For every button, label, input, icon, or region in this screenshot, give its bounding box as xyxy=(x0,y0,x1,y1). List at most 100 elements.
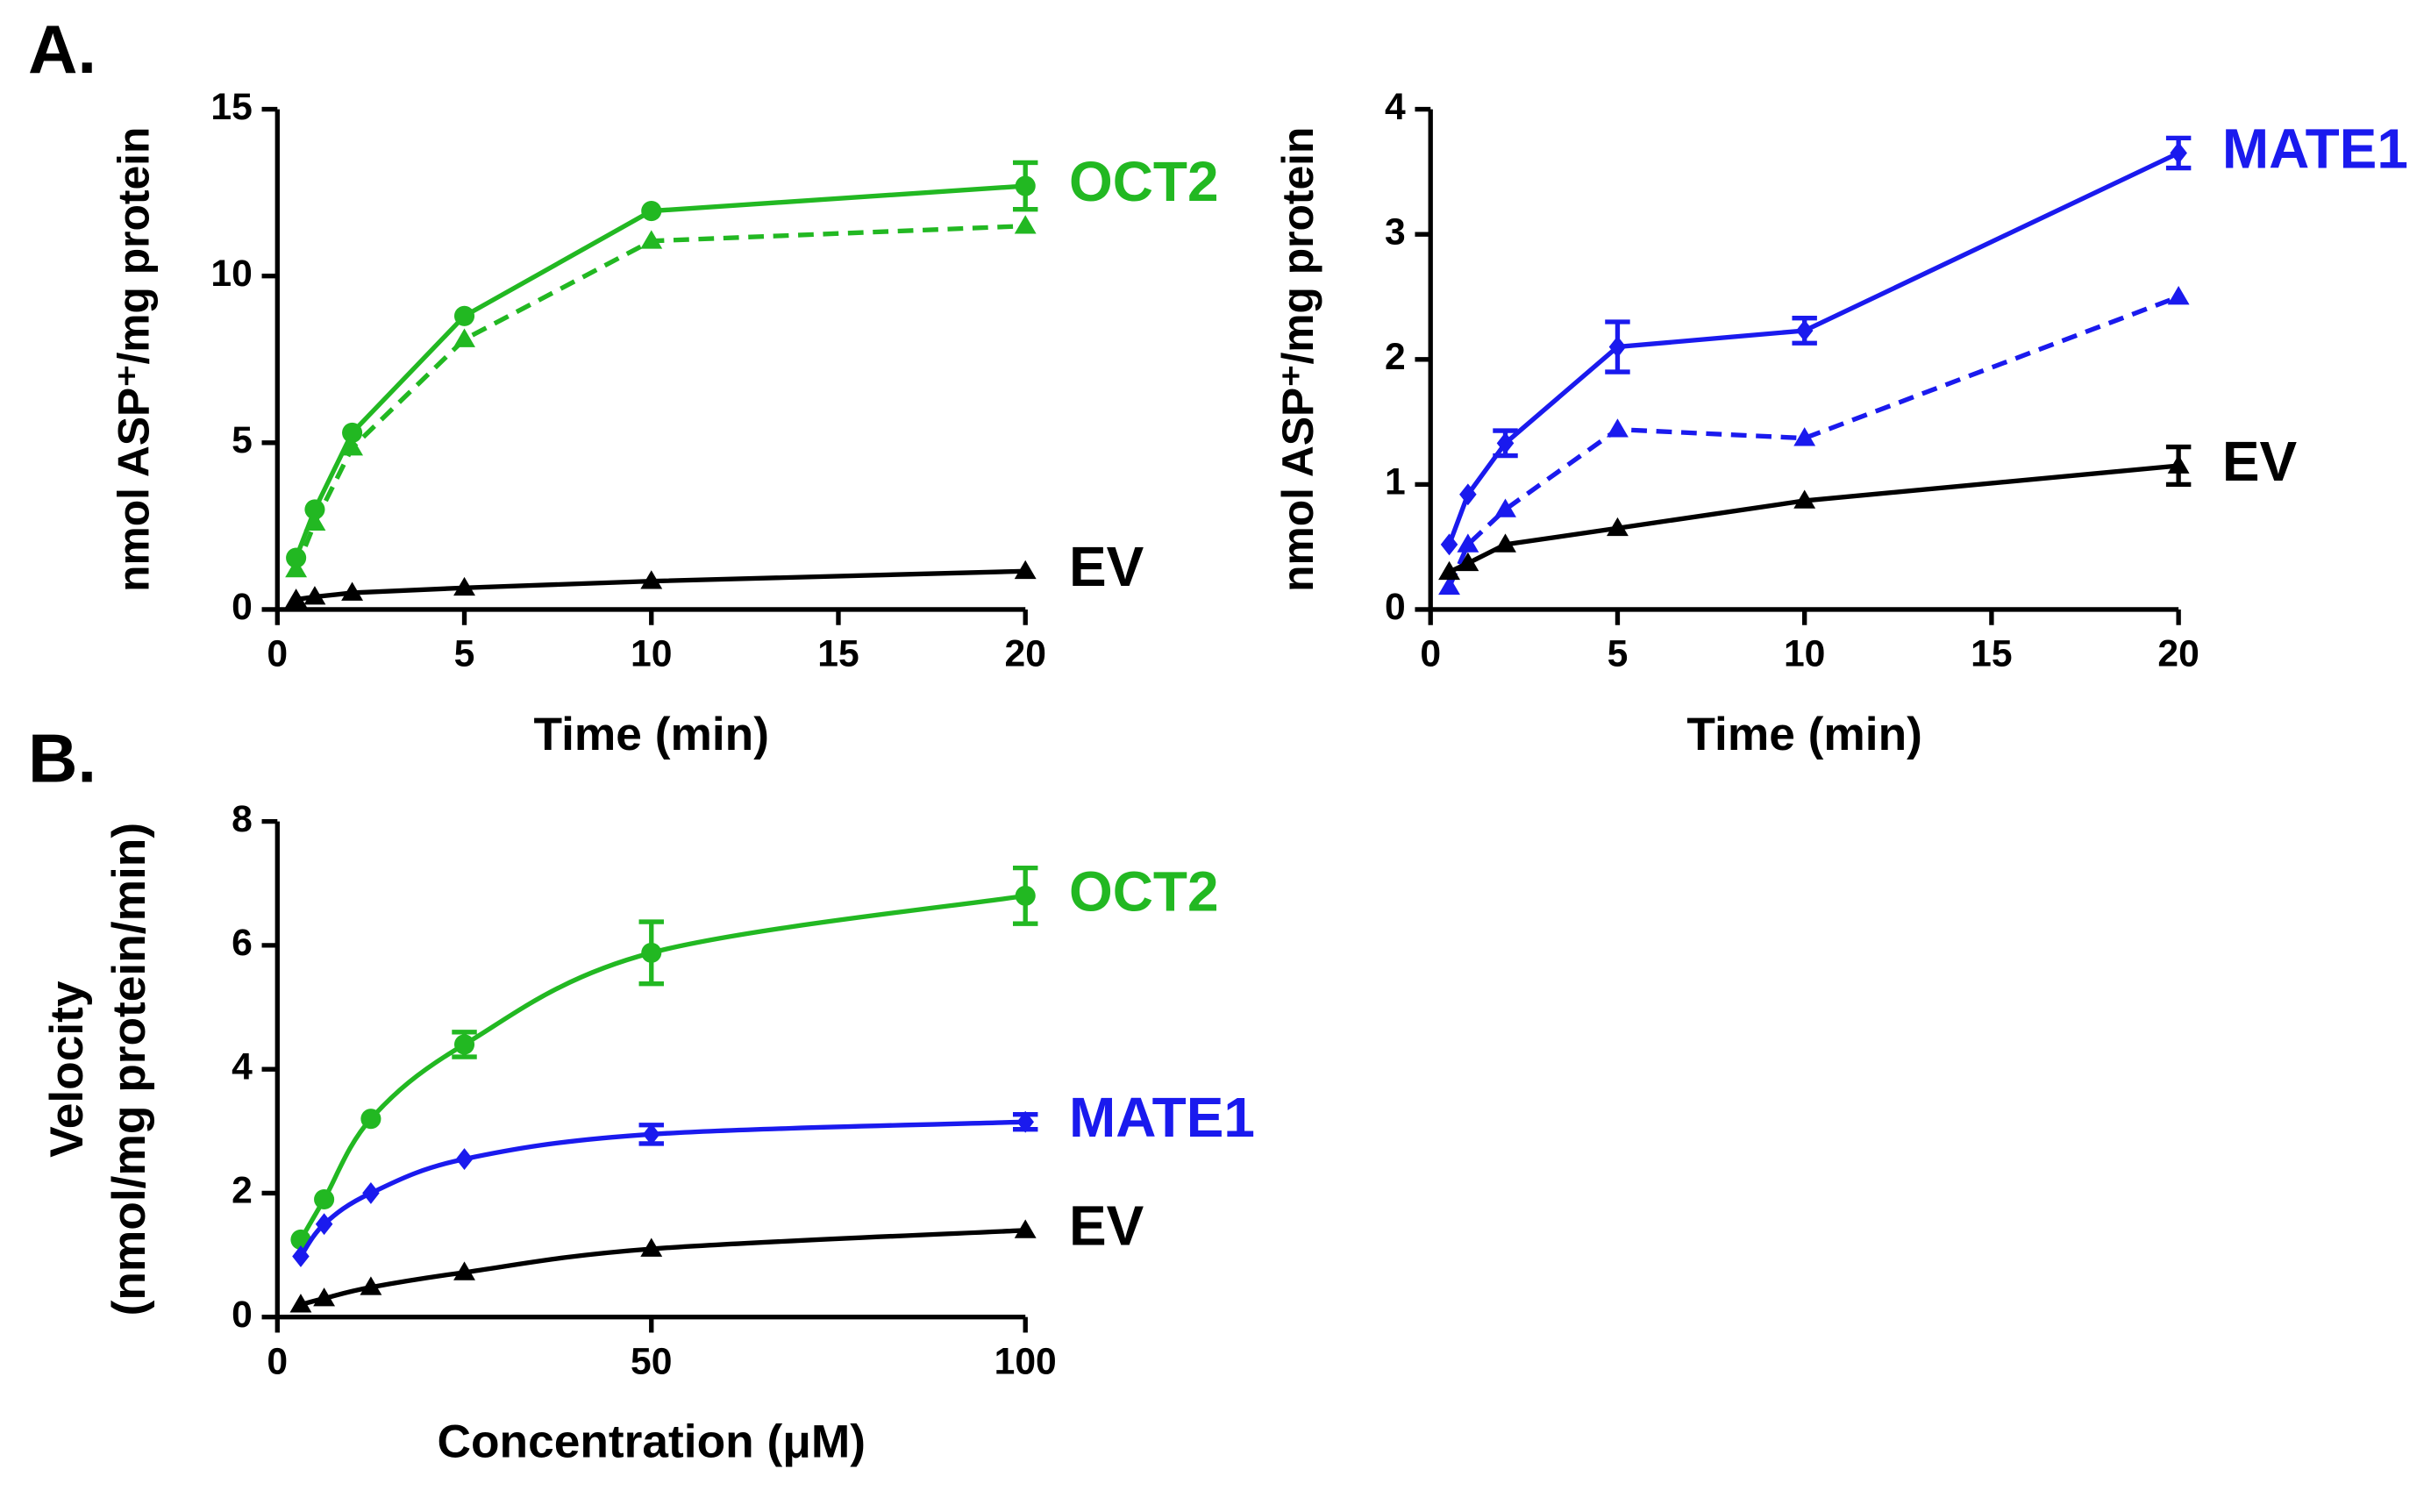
marker xyxy=(1795,319,1814,342)
x-tick-label: 20 xyxy=(2157,633,2199,675)
marker xyxy=(1440,533,1458,556)
marker xyxy=(285,558,308,578)
series-label: OCT2 xyxy=(1069,859,1219,923)
marker xyxy=(1015,175,1036,196)
marker xyxy=(303,511,326,531)
marker xyxy=(1014,560,1037,580)
y-tick-label: 5 xyxy=(232,419,253,461)
marker xyxy=(1016,1110,1034,1133)
line xyxy=(298,893,1026,1241)
y-tick-label: 0 xyxy=(232,1294,253,1336)
dashed-line xyxy=(294,224,1026,571)
x-tick-label: 5 xyxy=(1608,633,1629,675)
marker xyxy=(1015,885,1036,906)
y-tick-label: 2 xyxy=(1385,336,1406,378)
series-label: MATE1 xyxy=(2222,117,2408,180)
y-axis-label: (nmol/mg protein/min) xyxy=(103,823,155,1316)
marker xyxy=(341,437,364,456)
line xyxy=(300,1228,1026,1308)
y-axis-label: nmol ASP⁺/mg protein xyxy=(1273,127,1322,592)
marker xyxy=(640,1237,663,1257)
y-tick-label: 10 xyxy=(210,253,252,295)
marker xyxy=(1438,560,1460,581)
series-label: MATE1 xyxy=(1069,1086,1255,1149)
marker xyxy=(1607,517,1629,537)
x-tick-label: 20 xyxy=(1005,633,1046,675)
y-tick-label: 3 xyxy=(1385,210,1406,253)
x-tick-label: 5 xyxy=(454,633,475,675)
x-tick-label: 0 xyxy=(267,633,288,675)
marker xyxy=(1014,215,1037,234)
marker xyxy=(315,1213,333,1236)
marker xyxy=(453,576,475,596)
series-label: EV xyxy=(1069,1195,1144,1258)
marker xyxy=(1438,575,1460,596)
marker xyxy=(1793,489,1816,509)
x-tick-label: 15 xyxy=(1971,633,2012,675)
marker xyxy=(313,1287,336,1307)
marker xyxy=(1459,483,1477,506)
marker xyxy=(303,586,326,605)
marker xyxy=(640,230,663,249)
x-tick-label: 50 xyxy=(631,1340,672,1382)
x-axis-label: Concentration (μM) xyxy=(437,1416,866,1467)
marker xyxy=(2167,454,2190,474)
marker xyxy=(1494,533,1516,553)
dashed-line xyxy=(1447,294,2180,588)
y-tick-label: 15 xyxy=(210,86,252,128)
marker xyxy=(642,1123,660,1145)
x-tick-label: 10 xyxy=(1784,633,1825,675)
y-tick-label: 2 xyxy=(232,1170,253,1212)
marker xyxy=(342,422,363,443)
marker xyxy=(453,1034,475,1055)
marker xyxy=(2170,142,2187,164)
marker xyxy=(1457,552,1479,572)
marker xyxy=(1793,427,1816,446)
y-tick-label: 0 xyxy=(232,586,253,628)
marker xyxy=(360,1109,381,1130)
panel-label: A. xyxy=(28,11,96,88)
marker xyxy=(1457,533,1479,553)
line xyxy=(1447,151,2180,546)
marker xyxy=(641,942,662,963)
x-axis-label: Time (min) xyxy=(534,709,770,760)
marker xyxy=(360,1276,382,1295)
y-axis-label: nmol ASP⁺/mg protein xyxy=(110,127,159,592)
marker xyxy=(640,570,663,589)
marker xyxy=(453,1261,475,1280)
marker xyxy=(2167,286,2190,305)
y-tick-label: 8 xyxy=(232,798,253,840)
series-label: EV xyxy=(2222,430,2298,493)
marker xyxy=(1608,336,1627,358)
y-tick-label: 4 xyxy=(1385,86,1406,128)
x-tick-label: 0 xyxy=(267,1340,288,1382)
marker xyxy=(285,588,308,608)
marker xyxy=(453,328,475,347)
y-tick-label: 0 xyxy=(1385,586,1406,628)
x-tick-label: 0 xyxy=(1420,633,1441,675)
panel-label: B. xyxy=(28,720,96,797)
marker xyxy=(641,201,662,222)
marker xyxy=(1014,1219,1037,1238)
line xyxy=(296,568,1026,603)
marker xyxy=(1607,418,1629,438)
y-tick-label: 6 xyxy=(232,922,253,964)
marker xyxy=(341,581,364,601)
y-axis-label: Velocity xyxy=(41,981,93,1158)
marker xyxy=(1494,498,1516,517)
x-tick-label: 100 xyxy=(994,1340,1057,1382)
x-axis-label: Time (min) xyxy=(1686,709,1922,760)
marker xyxy=(362,1181,380,1204)
series-label: EV xyxy=(1069,535,1144,598)
marker xyxy=(455,1148,474,1171)
x-tick-label: 15 xyxy=(817,633,859,675)
marker xyxy=(314,1188,335,1210)
series-label: OCT2 xyxy=(1069,150,1219,213)
y-tick-label: 4 xyxy=(232,1045,253,1088)
x-tick-label: 10 xyxy=(631,633,672,675)
line xyxy=(298,1119,1026,1259)
line xyxy=(1448,463,2179,574)
y-tick-label: 1 xyxy=(1385,461,1406,503)
